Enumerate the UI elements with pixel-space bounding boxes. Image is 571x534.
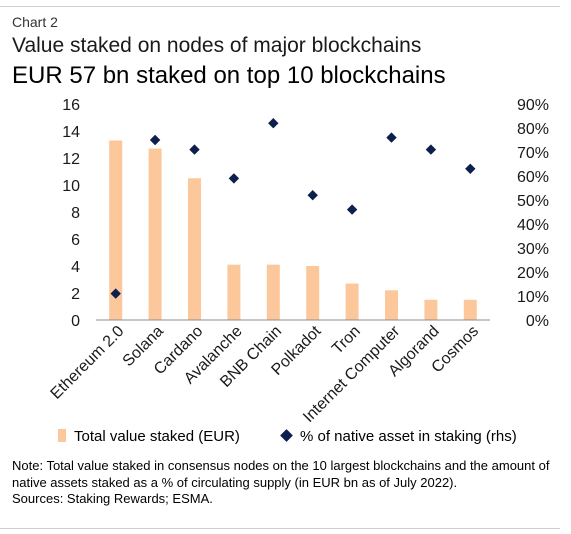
y-tick-label: 12 [62,151,80,168]
diamond-marker [465,163,476,174]
y-tick-label: 0 [71,313,80,330]
y2-tick-label: 20% [517,265,549,282]
diamond-marker [228,173,240,184]
legend: Total value staked (EUR) % of native ass… [0,428,571,450]
legend-item-markers: % of native asset in staking (rhs) [280,428,517,445]
chart-title: Value staked on nodes of major blockchai… [12,34,422,57]
diamond-marker [189,144,200,155]
diamond-marker [268,118,279,129]
y2-tick-label: 60% [517,169,549,186]
diamond-marker [386,132,397,143]
bar [148,148,162,320]
bar [345,283,359,320]
diamond-marker [149,134,161,146]
y2-tick-label: 0% [526,313,549,330]
diamond-marker [307,190,318,201]
legend-bar-label: Total value staked (EUR) [74,428,240,445]
x-tick-label: Ethereum 2.0 [48,323,128,403]
legend-bar-swatch [58,429,66,442]
bar [227,264,241,320]
bar [187,178,202,320]
y-tick-label: 8 [71,205,80,222]
legend-item-bars: Total value staked (EUR) [58,428,240,445]
bar [266,264,280,320]
y-tick-label: 4 [71,259,80,276]
y2-tick-label: 90% [517,97,549,114]
y2-tick-label: 50% [517,193,549,210]
bar [424,299,438,320]
bar [384,290,399,320]
chart-number-label: Chart 2 [12,14,58,30]
y-tick-label: 6 [71,232,80,249]
chart-note-block: Note: Total value staked in consensus no… [12,458,560,508]
y2-tick-label: 40% [517,217,549,234]
y-tick-label: 14 [62,124,80,141]
chart-sources: Sources: Staking Rewards; ESMA. [12,491,213,506]
y2-tick-label: 80% [517,121,549,138]
legend-marker-label: % of native asset in staking (rhs) [300,428,517,445]
y2-tick-label: 10% [517,289,549,306]
y-tick-label: 16 [62,97,80,114]
diamond-marker [425,144,437,155]
y-tick-label: 10 [62,178,80,195]
chart-note: Note: Total value staked in consensus no… [12,458,550,490]
bottom-rule [0,528,560,529]
y2-tick-label: 70% [517,145,549,162]
diamond-marker [346,204,358,215]
y2-tick-label: 30% [517,241,549,258]
top-rule [0,6,560,7]
x-tick-label: Tron [329,323,364,358]
bar [463,299,477,320]
chart-subtitle: EUR 57 bn staked on top 10 blockchains [12,62,446,89]
diamond-marker [110,288,121,299]
y-tick-label: 2 [71,286,80,303]
combo-chart: 0 2 4 6 8 10 12 14 16 0% 10% 20% 30% 40% 50% 60% 70% 80% 9… [48,97,549,426]
bar [109,140,123,320]
legend-diamond-swatch [280,429,293,442]
bar [306,266,320,320]
